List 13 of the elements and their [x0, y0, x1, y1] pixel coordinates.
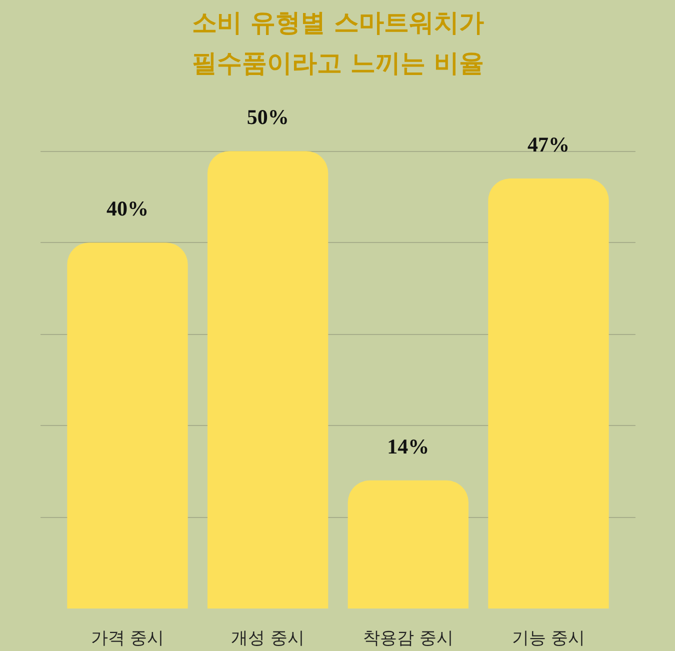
- x-tick-label: 개성 중시: [231, 628, 305, 648]
- data-label: 14%: [387, 434, 430, 458]
- x-tick-label: 기능 중시: [512, 628, 586, 648]
- bar: [488, 178, 609, 608]
- bar: [207, 151, 328, 608]
- bar: [348, 480, 469, 608]
- x-tick-label: 가격 중시: [90, 628, 164, 648]
- x-tick-label: 착용감 중시: [362, 628, 454, 648]
- data-label: 50%: [246, 105, 289, 130]
- data-label: 47%: [527, 132, 570, 157]
- bar: [67, 242, 188, 608]
- chart-title: 소비 유형별 스마트워치가 필수품이라고 느끼는 비율: [192, 8, 484, 78]
- data-label: 40%: [106, 196, 149, 221]
